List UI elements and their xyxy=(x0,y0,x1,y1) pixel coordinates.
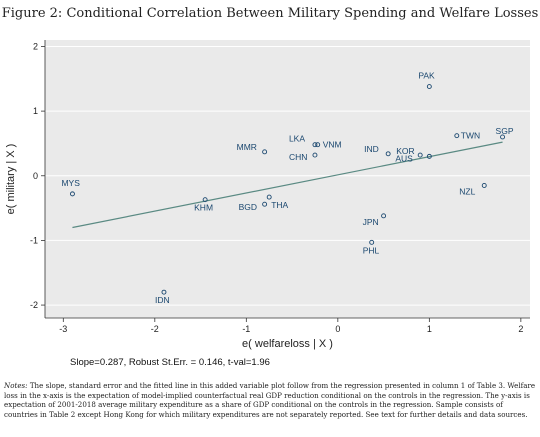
point-label-aus: AUS xyxy=(395,153,413,163)
data-point-tha xyxy=(266,194,272,200)
point-label-mys: MYS xyxy=(61,178,80,188)
y-tick-label: -1 xyxy=(30,235,38,245)
point-label-pak: PAK xyxy=(418,71,435,81)
data-point-chn xyxy=(312,152,318,158)
notes-text: The slope, standard error and the fitted… xyxy=(4,381,536,419)
data-point-idn xyxy=(161,289,167,295)
point-label-idn: IDN xyxy=(155,295,170,305)
point-label-ind: IND xyxy=(364,144,379,154)
data-point-sgp xyxy=(500,134,505,140)
data-point-kor xyxy=(417,152,423,158)
point-label-nzl: NZL xyxy=(459,186,475,196)
x-tick-label: -3 xyxy=(59,324,67,334)
y-tick-label: 1 xyxy=(33,106,38,116)
point-label-vnm: VNM xyxy=(323,140,342,150)
point-label-twn: TWN xyxy=(461,131,480,141)
data-point-aus xyxy=(426,153,432,159)
figure-title: Figure 2: Conditional Correlation Betwee… xyxy=(1,6,539,21)
regression-stats: Slope=0.287, Robust St.Err. = 0.146, t-v… xyxy=(70,357,270,368)
point-label-mmr: MMR xyxy=(237,142,257,152)
data-point-jpn xyxy=(381,213,387,219)
data-point-khm xyxy=(202,197,208,203)
y-tick-label: -2 xyxy=(30,300,38,310)
point-label-tha: THA xyxy=(271,200,288,210)
notes-label: Notes: xyxy=(4,381,28,390)
x-axis-title: e( welfareloss | X ) xyxy=(242,338,333,350)
x-tick-label: 1 xyxy=(427,324,432,334)
data-point-phl xyxy=(369,239,375,245)
data-point-ind xyxy=(385,151,391,157)
point-label-phl: PHL xyxy=(363,245,380,255)
y-tick-label: 2 xyxy=(33,41,38,51)
data-point-pak xyxy=(426,84,432,89)
point-label-sgp: SGP xyxy=(496,126,514,136)
point-label-chn: CHN xyxy=(289,152,307,162)
point-label-jpn: JPN xyxy=(363,217,379,227)
data-point-nzl xyxy=(481,183,487,188)
point-label-kor: KOR xyxy=(396,146,414,156)
point-label-bgd: BGD xyxy=(239,202,257,212)
point-label-khm: KHM xyxy=(194,203,213,213)
data-point-twn xyxy=(454,133,460,139)
y-axis-title: e( military | X ) xyxy=(5,144,17,215)
fitted-line xyxy=(72,141,503,229)
y-tick-label: 0 xyxy=(33,171,38,181)
data-point-bgd xyxy=(262,201,268,207)
x-tick-label: -1 xyxy=(242,324,250,334)
data-point-lka xyxy=(312,142,318,148)
plot-background xyxy=(45,40,530,318)
x-tick-label: 0 xyxy=(335,324,340,334)
figure-notes: Notes: The slope, standard error and the… xyxy=(4,381,536,419)
point-label-lka: LKA xyxy=(289,134,305,144)
data-point-mmr xyxy=(262,149,268,155)
x-tick-label: -2 xyxy=(151,324,159,334)
data-point-mys xyxy=(70,191,75,197)
data-point-vnm xyxy=(315,142,321,148)
x-tick-label: 2 xyxy=(518,324,523,334)
